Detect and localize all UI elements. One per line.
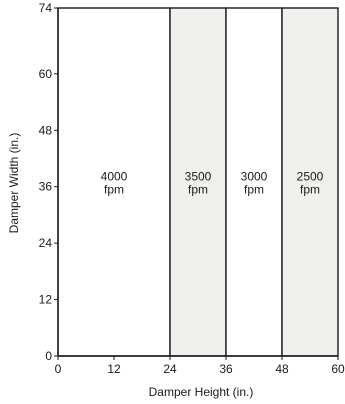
region-3-value: 2500 [297,170,324,184]
x-tick-label-4: 48 [275,362,289,376]
x-tick-label-5: 60 [331,362,345,376]
x-tick-label-3: 36 [219,362,233,376]
region-1 [169,7,227,357]
x-tick-label-1: 12 [107,362,121,376]
region-1-unit: fpm [188,183,208,197]
y-tick-label-2: 24 [39,236,53,250]
x-axis-label: Damper Height (in.) [149,385,254,399]
region-2-unit: fpm [244,183,264,197]
region-2 [225,7,283,357]
y-tick-label-0: 0 [45,349,52,363]
y-tick-label-4: 48 [39,123,53,137]
x-tick-label-0: 0 [55,362,62,376]
region-0-unit: fpm [104,183,124,197]
y-axis-label: Damper Width (in.) [7,133,21,234]
y-tick-label-6: 74 [39,1,53,15]
axes-layer: 0 12 24 36 48 60 0 12 24 36 48 60 74 [39,1,345,376]
y-tick-label-3: 36 [39,180,53,194]
y-tick-label-1: 12 [39,293,53,307]
x-tick-label-2: 24 [163,362,177,376]
region-0 [57,7,171,357]
region-0-value: 4000 [101,170,128,184]
region-3-unit: fpm [300,183,320,197]
y-tick-label-5: 60 [39,67,53,81]
region-2-value: 3000 [241,170,268,184]
region-3 [281,7,339,357]
region-1-value: 3500 [185,170,212,184]
regions-layer [57,7,339,357]
